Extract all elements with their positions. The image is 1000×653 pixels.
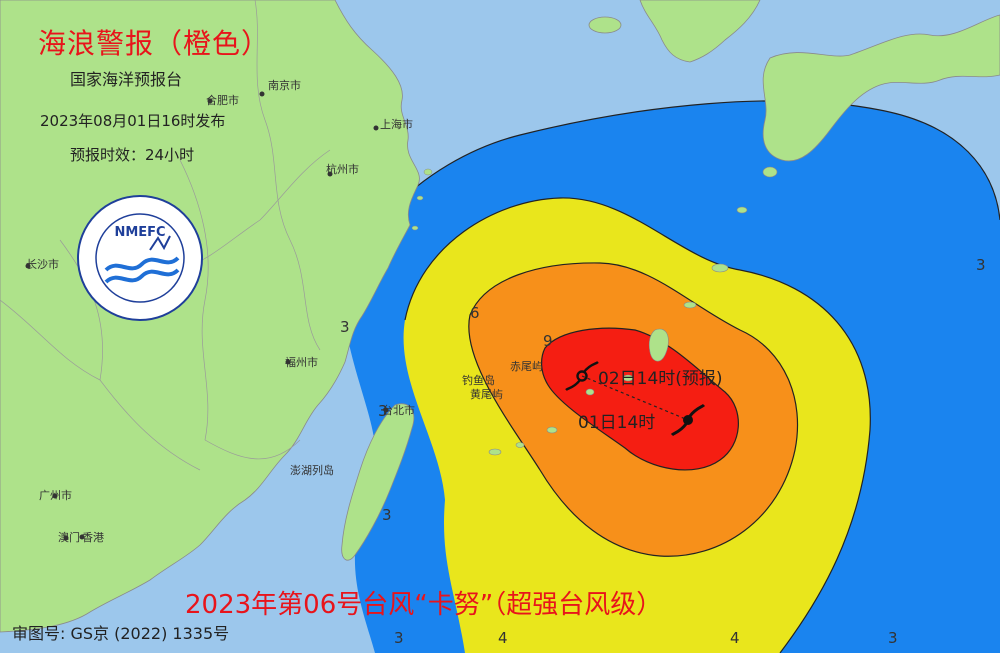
korea-land — [639, 0, 761, 63]
city-changsha: 长沙市 — [26, 257, 59, 271]
warning-title: 海浪警报（橙色） — [38, 27, 271, 60]
ryukyu-islands — [488, 166, 778, 456]
taiwan-land — [341, 403, 415, 561]
wave-label-4m: 4 — [498, 629, 508, 647]
agency-name: 国家海洋预报台 — [70, 70, 183, 89]
wave-label-3m: 3 — [394, 629, 404, 647]
typhoon-track — [581, 375, 689, 421]
issue-time: 2023年08月01日16时发布 — [40, 112, 226, 130]
city-taipei: 台北市 — [382, 403, 415, 417]
japan-land — [762, 14, 1000, 162]
nmefc-logo: NMEFC — [77, 195, 203, 321]
jeju-island — [588, 16, 622, 34]
current-position-label: 01日14时 — [578, 413, 655, 433]
logo-text: NMEFC — [114, 225, 165, 240]
mainland-land — [0, 0, 420, 633]
typhoon-icon — [565, 361, 599, 391]
city-hongkong: 香港 — [82, 531, 104, 544]
wave-label-9m: 9 — [543, 332, 553, 350]
wave-zone-9m — [541, 327, 739, 471]
typhoon-name: 2023年第06号台风“卡努”（超强台风级） — [185, 590, 663, 620]
island-chiwei: 赤尾屿 — [510, 360, 543, 373]
city-hangzhou: 杭州市 — [326, 162, 359, 176]
island-diaoyu: 钓鱼岛 — [462, 373, 495, 387]
city-fuzhou: 福州市 — [285, 355, 318, 369]
wave-label-4m: 4 — [730, 629, 740, 647]
city-nanjing: 南京市 — [268, 78, 301, 92]
forecast-validity: 预报时效：24小时 — [70, 146, 195, 164]
wave-label-3m: 3 — [976, 256, 986, 274]
city-macau: 澳门 — [58, 530, 80, 544]
city-guangzhou: 广州市 — [39, 488, 72, 502]
forecast-position-label: 02日14时(预报) — [598, 369, 723, 389]
wave-label-6m: 6 — [470, 304, 480, 322]
wave-label-3m: 3 — [340, 318, 350, 336]
island-huangwei: 黄尾屿 — [470, 387, 503, 401]
city-hefei: 合肥市 — [206, 93, 239, 107]
city-shanghai: 上海市 — [380, 117, 413, 131]
city-markers — [25, 91, 389, 541]
typhoon-icon — [670, 403, 706, 437]
wave-label-3m: 3 — [888, 629, 898, 647]
wave-label-3m: 3 — [378, 402, 388, 420]
wave-label-3m: 3 — [382, 506, 392, 524]
map-review-number: 审图号: GS京 (2022) 1335号 — [12, 624, 230, 643]
island-penghu: 澎湖列岛 — [290, 463, 334, 477]
